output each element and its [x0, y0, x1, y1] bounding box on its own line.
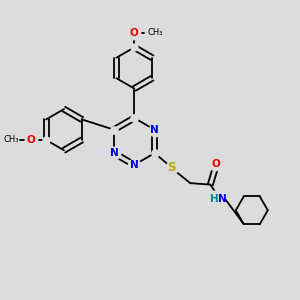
Text: H: H	[210, 194, 218, 205]
Text: S: S	[167, 161, 176, 174]
Text: O: O	[211, 159, 220, 169]
Text: O: O	[130, 28, 139, 38]
Text: CH₃: CH₃	[147, 28, 163, 37]
Text: O: O	[27, 135, 36, 145]
Text: CH₃: CH₃	[4, 136, 19, 145]
Text: N: N	[150, 125, 159, 135]
Text: N: N	[130, 160, 139, 170]
Text: N: N	[218, 194, 227, 205]
Text: N: N	[110, 148, 118, 158]
